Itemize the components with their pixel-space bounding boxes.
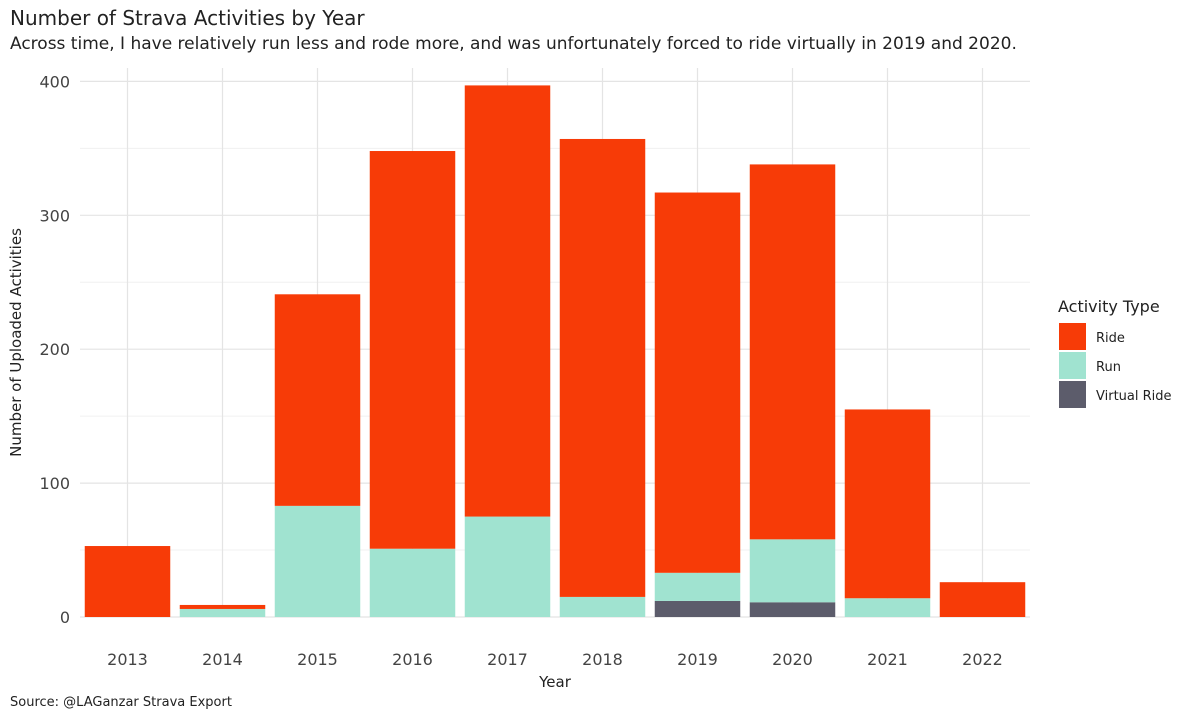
bar-run-2016 — [369, 548, 456, 617]
chart-title: Number of Strava Activities by Year — [10, 6, 365, 30]
chart-subtitle: Across time, I have relatively run less … — [10, 34, 1017, 54]
bar-ride-2013 — [84, 546, 171, 617]
x-tick-label: 2014 — [202, 650, 243, 669]
bar-virtual-ride-2019 — [654, 600, 741, 617]
bar-run-2021 — [844, 598, 931, 617]
axes: 0 100 200 300 400 2013 2014 2015 2016 2017 2018 201… — [39, 72, 1002, 669]
x-tick-label: 2021 — [867, 650, 908, 669]
bar-ride-2018 — [559, 138, 646, 597]
y-tick-label: 400 — [39, 72, 70, 91]
x-tick-label: 2017 — [487, 650, 528, 669]
bar-ride-2022 — [939, 582, 1026, 617]
legend-swatch-ride — [1059, 323, 1086, 350]
legend-label-virtual-ride: Virtual Ride — [1096, 389, 1172, 404]
bar-run-2019 — [654, 572, 741, 601]
y-tick-label: 300 — [39, 206, 70, 225]
bar-run-2020 — [749, 539, 836, 603]
bars — [84, 85, 1026, 617]
legend-swatch-virtual-ride — [1059, 381, 1086, 408]
legend-title: Activity Type — [1058, 297, 1160, 316]
bar-run-2017 — [464, 516, 551, 617]
x-tick-label: 2015 — [297, 650, 338, 669]
bar-ride-2014 — [179, 604, 266, 609]
bar-ride-2016 — [369, 151, 456, 549]
bar-run-2018 — [559, 596, 646, 617]
legend-swatch-run — [1059, 352, 1086, 379]
bar-run-2015 — [274, 505, 361, 617]
legend: Activity Type Ride Run Virtual Ride — [1058, 297, 1172, 408]
legend-label-ride: Ride — [1096, 331, 1125, 346]
x-tick-label: 2018 — [582, 650, 623, 669]
x-tick-label: 2020 — [772, 650, 813, 669]
bar-run-2014 — [179, 608, 266, 617]
legend-label-run: Run — [1096, 360, 1121, 375]
x-axis-label: Year — [538, 673, 572, 691]
bar-ride-2017 — [464, 85, 551, 517]
bar-ride-2015 — [274, 294, 361, 506]
bar-virtual-ride-2020 — [749, 602, 836, 617]
y-tick-label: 0 — [60, 608, 70, 627]
bar-ride-2021 — [844, 409, 931, 599]
bar-ride-2020 — [749, 164, 836, 540]
source-caption: Source: @LAGanzar Strava Export — [10, 695, 232, 710]
y-axis-label: Number of Uploaded Activities — [7, 228, 25, 457]
x-tick-label: 2016 — [392, 650, 433, 669]
y-tick-label: 200 — [39, 340, 70, 359]
x-tick-label: 2013 — [107, 650, 148, 669]
x-tick-label: 2019 — [677, 650, 718, 669]
x-tick-label: 2022 — [962, 650, 1003, 669]
bar-ride-2019 — [654, 192, 741, 573]
y-tick-label: 100 — [39, 474, 70, 493]
